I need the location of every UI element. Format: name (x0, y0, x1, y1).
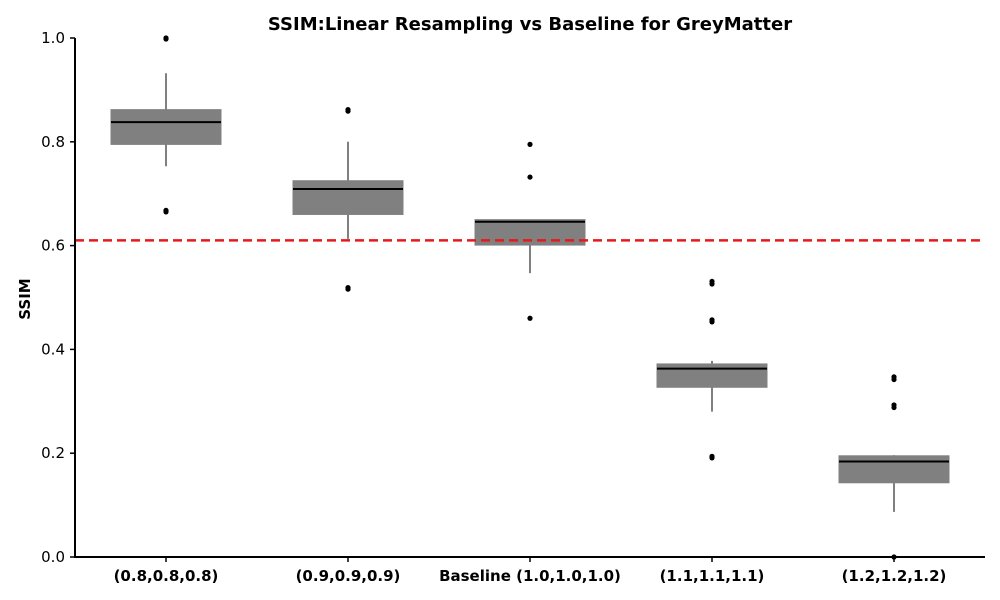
outlier-point (345, 107, 351, 113)
outlier-point (345, 285, 351, 291)
outlier-point (163, 207, 169, 213)
outlier-point (891, 374, 897, 380)
outlier-point (709, 453, 715, 459)
y-tick-label: 0.0 (41, 548, 65, 566)
x-tick-label: (0.8,0.8,0.8) (114, 567, 219, 585)
outlier-point (709, 278, 715, 285)
outlier-point (163, 35, 169, 41)
plot-area: 0.0 0.2 0.4 0.6 0.8 1.0 (0.8,0.8,0.8) (0.9,0.9,… (41, 29, 985, 585)
y-tick-label: 0.4 (41, 340, 65, 358)
box-iqr (656, 363, 768, 388)
y-tick-label: 1.0 (41, 29, 65, 47)
box-iqr (292, 180, 404, 215)
y-tick-label: 0.8 (41, 133, 65, 151)
y-axis-label: SSIM (16, 278, 34, 319)
outlier-point (891, 402, 897, 408)
box-iqr (838, 455, 950, 484)
x-tick-label: (1.2,1.2,1.2) (842, 567, 947, 585)
outlier-point (709, 317, 715, 323)
x-tick-label: Baseline (1.0,1.0,1.0) (439, 567, 621, 585)
y-tick-label: 0.6 (41, 237, 65, 255)
y-tick-label: 0.2 (41, 444, 65, 462)
outlier-point (527, 174, 533, 180)
outlier-point (527, 315, 533, 321)
chart-title: SSIM:Linear Resampling vs Baseline for G… (268, 14, 792, 35)
x-tick-label: (0.9,0.9,0.9) (296, 567, 401, 585)
box-iqr (110, 109, 222, 145)
outlier-point (527, 141, 533, 147)
x-tick-label: (1.1,1.1,1.1) (660, 567, 765, 585)
